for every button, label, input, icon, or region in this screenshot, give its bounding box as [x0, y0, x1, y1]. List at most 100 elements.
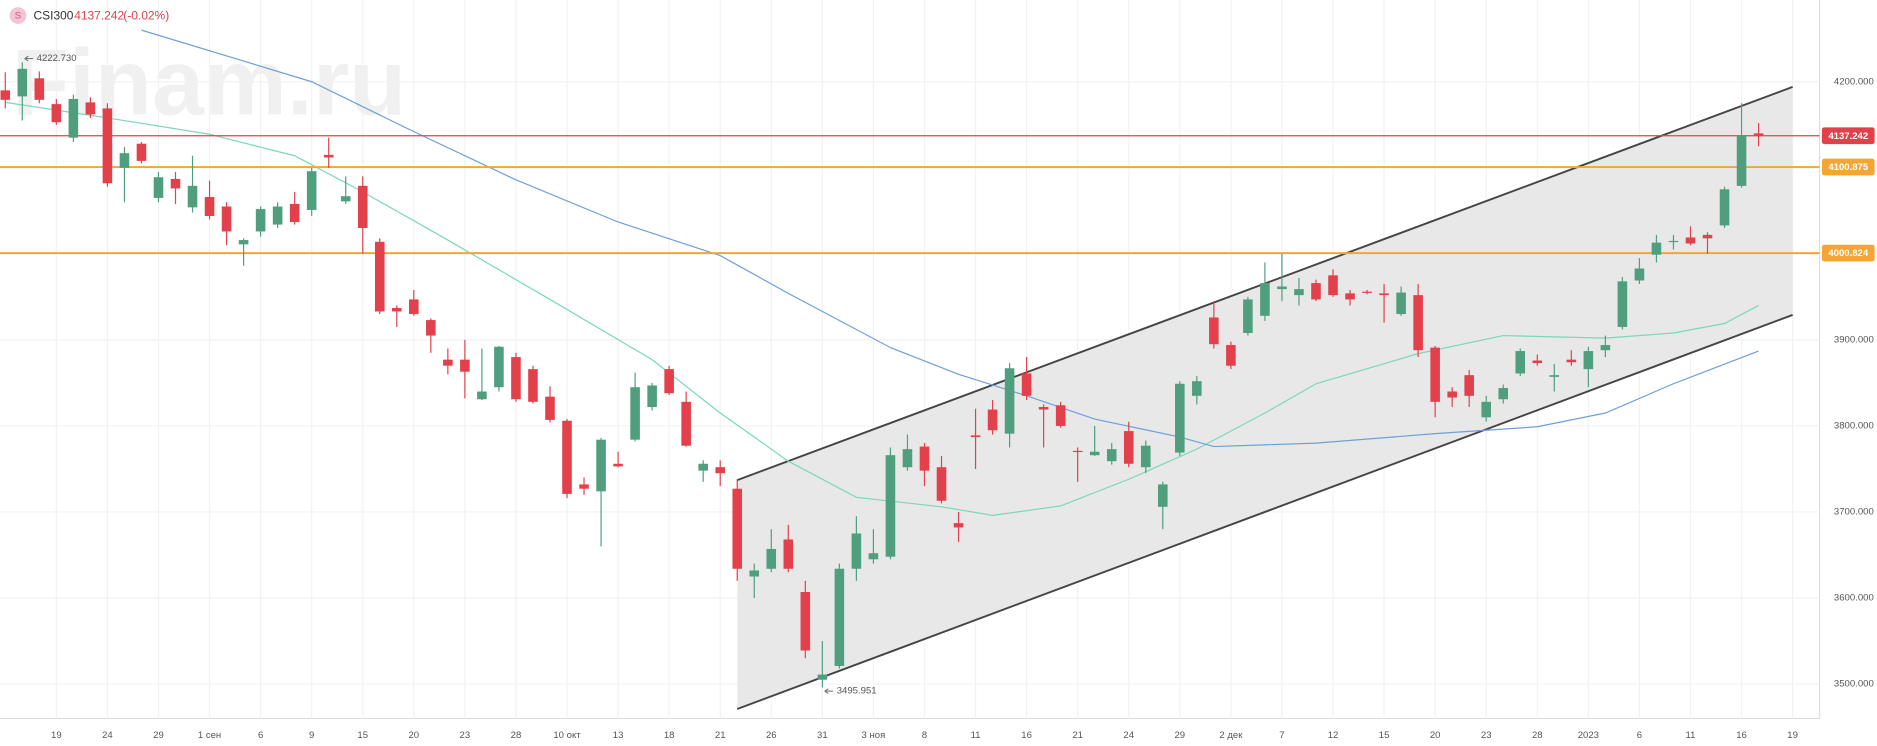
candle-body: [1209, 317, 1219, 345]
price-level-box: [1821, 127, 1875, 145]
candle-body: [272, 206, 283, 225]
min-price-label: 3495.951: [837, 686, 877, 697]
candle-body: [528, 369, 538, 402]
x-tick-label: 28: [1532, 730, 1543, 741]
price-level-label: 4100.875: [1828, 162, 1869, 173]
x-tick-label: 16: [1736, 730, 1747, 741]
candle-body: [545, 396, 555, 420]
candle-body: [1260, 283, 1270, 316]
candle-body: [340, 196, 351, 202]
candle-body: [374, 241, 385, 312]
candle-body: [1311, 283, 1321, 300]
candle-body: [204, 197, 215, 216]
x-tick-label: 6: [258, 730, 263, 741]
candle-body: [357, 185, 368, 229]
candle-body: [511, 357, 521, 400]
symbol-icon: [9, 7, 27, 24]
symbol-name: CSI300: [34, 8, 74, 22]
candle-body: [562, 420, 572, 494]
candle-body: [681, 401, 691, 446]
x-tick-label: 21: [1072, 730, 1083, 741]
x-tick-label: 12: [1328, 730, 1339, 741]
candle-body: [817, 674, 828, 680]
candle-body: [1515, 351, 1526, 374]
candle-body: [902, 449, 913, 468]
candle-body: [1413, 295, 1423, 351]
candle-body: [1277, 286, 1287, 290]
candle-body: [1753, 133, 1764, 136]
candle-body: [1021, 373, 1032, 396]
x-tick-label: 8: [922, 730, 927, 741]
candle-body: [17, 68, 28, 97]
last-price: 4137.242: [74, 8, 124, 22]
x-tick-label: 20: [1430, 730, 1441, 741]
candle-body: [1379, 293, 1389, 296]
x-tick-label: 29: [1174, 730, 1185, 741]
candle-body: [868, 553, 879, 560]
x-tick-label: 6: [1637, 730, 1642, 741]
price-change: (-0.02%): [123, 8, 169, 22]
x-tick-label: 19: [51, 730, 62, 741]
candle-body: [1532, 360, 1543, 364]
candle-body: [187, 185, 198, 208]
candle-body: [715, 467, 726, 474]
x-tick-label: 18: [664, 730, 675, 741]
candle-body: [885, 455, 896, 557]
candle-body: [766, 548, 777, 569]
candle-body: [1055, 405, 1066, 426]
extreme-arrow-head: [824, 688, 829, 694]
candle-body: [1004, 368, 1015, 434]
moving-average: [5, 101, 1759, 517]
price-level-box: [1821, 244, 1875, 262]
x-tick-label: 1 сен: [198, 730, 221, 741]
candle-body: [1430, 347, 1440, 402]
candle-body: [1106, 449, 1117, 462]
price-level-box: [1821, 158, 1875, 176]
x-tick-label: 28: [511, 730, 522, 741]
x-tick-label: 2023: [1578, 730, 1599, 741]
x-tick-label: 31: [817, 730, 828, 741]
x-tick-label: 24: [1123, 730, 1134, 741]
x-tick-label: 23: [1481, 730, 1492, 741]
candle-body: [698, 463, 708, 471]
candle-body: [1651, 242, 1662, 255]
candle-body: [1123, 431, 1134, 464]
candle-body: [68, 98, 79, 138]
candle-body: [1140, 445, 1151, 468]
candle-body: [289, 203, 300, 222]
candle-body: [834, 568, 845, 666]
y-tick-label: 3900.000: [1834, 334, 1874, 345]
legend-header: S CSI300 4137.242 (-0.02%): [9, 7, 169, 24]
candle-body: [1328, 275, 1338, 296]
y-tick-label: 3500.000: [1834, 679, 1874, 690]
candle-body: [1362, 291, 1372, 293]
candle-body: [919, 446, 930, 471]
candle-body: [1634, 268, 1645, 281]
candle-body: [1464, 375, 1474, 396]
candle-body: [664, 369, 674, 394]
candle-body: [749, 570, 760, 577]
channel-line: [736, 314, 1793, 710]
candle-body: [970, 435, 981, 438]
x-tick-label: 15: [1379, 730, 1390, 741]
candle-body: [51, 104, 62, 123]
x-tick-label: 16: [1021, 730, 1032, 741]
candle-body: [630, 387, 640, 440]
price-level-label: 4137.242: [1828, 131, 1868, 142]
x-tick-label: 15: [357, 730, 368, 741]
candle-body: [1226, 345, 1236, 366]
candle-body: [1243, 299, 1253, 333]
x-tick-label: 9: [309, 730, 314, 741]
candle-body: [392, 308, 402, 312]
candle-body: [477, 391, 487, 400]
candle-body: [936, 467, 947, 501]
candle-body: [34, 78, 45, 100]
y-tick-label: 3600.000: [1834, 593, 1874, 604]
candle-body: [1396, 292, 1406, 315]
candle-body: [647, 385, 657, 407]
x-tick-label: 2 дек: [1219, 730, 1243, 741]
candle-body: [1549, 375, 1560, 377]
candle-body: [443, 359, 453, 366]
x-tick-label: 19: [1787, 730, 1798, 741]
candle-body: [1158, 484, 1168, 507]
